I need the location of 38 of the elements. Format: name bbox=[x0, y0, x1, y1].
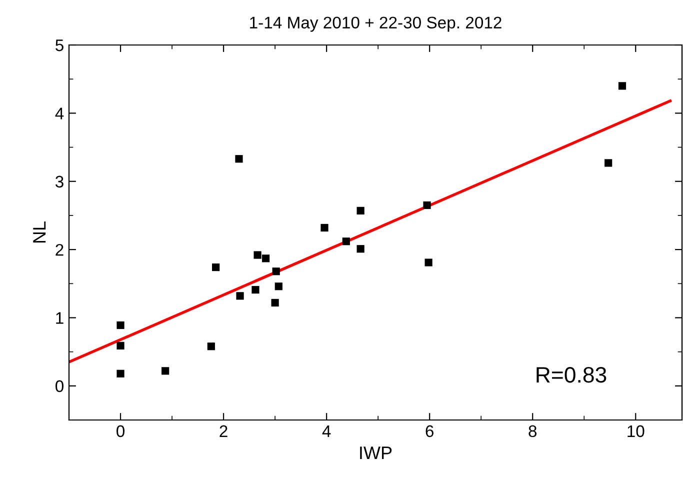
y-tick-label: 0 bbox=[56, 380, 64, 392]
x-tick-label: 0 bbox=[116, 425, 124, 438]
y-tick-label: 5 bbox=[56, 40, 64, 52]
x-axis-title: IWP bbox=[360, 446, 392, 460]
point bbox=[252, 286, 260, 294]
x-tick-label: 8 bbox=[528, 425, 537, 438]
x-tick-label: 6 bbox=[426, 425, 434, 438]
annotation: R=0.83 bbox=[536, 366, 606, 383]
point bbox=[262, 254, 270, 262]
x-tick-label: 2 bbox=[220, 425, 228, 437]
y-tick-label: 4 bbox=[55, 108, 64, 120]
point bbox=[116, 370, 124, 378]
y-axis-title: NL bbox=[33, 222, 46, 243]
point bbox=[235, 155, 243, 163]
point bbox=[212, 263, 220, 272]
chart-title: 1-14 May 2010 + 22-30 Sep. 2012 bbox=[250, 16, 502, 32]
point bbox=[271, 298, 279, 307]
point bbox=[116, 321, 124, 330]
point bbox=[254, 251, 262, 259]
point bbox=[356, 206, 364, 214]
point bbox=[274, 282, 282, 290]
y-tick-label: 3 bbox=[56, 176, 64, 188]
y-tick-label: 1 bbox=[56, 312, 64, 324]
point bbox=[604, 159, 612, 167]
point bbox=[320, 224, 328, 232]
point bbox=[423, 201, 431, 210]
point bbox=[236, 292, 244, 300]
x-tick-label: 10 bbox=[628, 425, 644, 438]
point bbox=[207, 342, 215, 350]
point bbox=[356, 245, 364, 253]
point bbox=[618, 82, 626, 90]
y-tick-label: 2 bbox=[56, 244, 64, 256]
point bbox=[272, 268, 280, 276]
x-tick-label: 4 bbox=[322, 425, 331, 437]
point bbox=[424, 258, 432, 266]
point bbox=[116, 342, 124, 350]
point bbox=[342, 238, 350, 246]
point bbox=[162, 367, 170, 375]
